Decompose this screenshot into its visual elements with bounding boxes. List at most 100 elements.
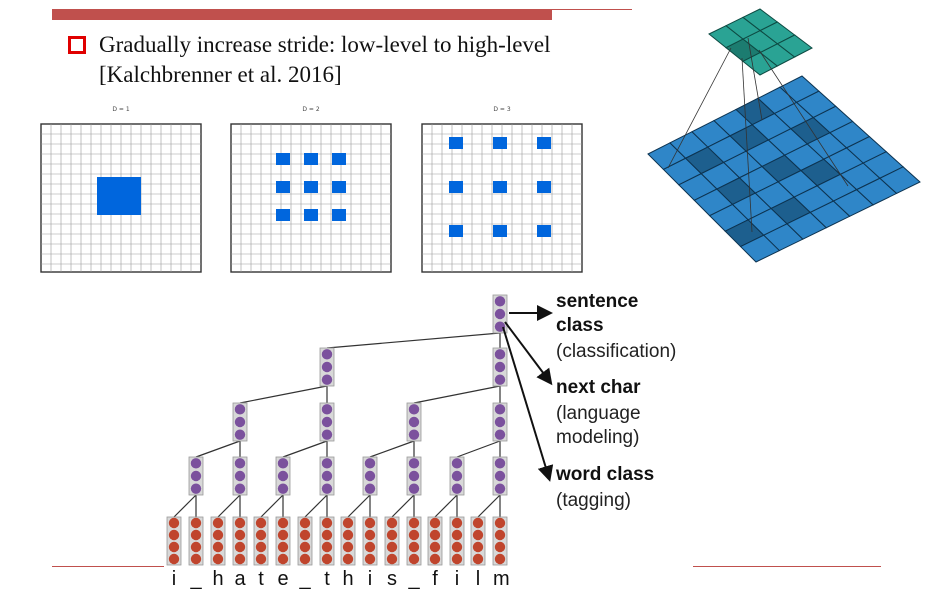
dilation-label: D = 2 bbox=[302, 106, 320, 113]
footer-line-left bbox=[52, 566, 164, 567]
neuron-dot bbox=[472, 529, 484, 541]
leaf-node-box bbox=[406, 516, 422, 566]
tree-edge bbox=[282, 440, 328, 458]
neuron-dot bbox=[451, 529, 463, 541]
tree-edge bbox=[239, 385, 328, 404]
kernel-tap bbox=[537, 181, 551, 193]
neuron-dot bbox=[321, 404, 333, 415]
neuron-dot bbox=[234, 470, 246, 482]
tree-edge bbox=[391, 494, 415, 518]
leaf-node-box bbox=[340, 516, 356, 566]
dilated-tree-diagram bbox=[166, 294, 554, 566]
input-char: l bbox=[475, 568, 481, 590]
neuron-dot bbox=[212, 553, 224, 565]
neuron-dot bbox=[408, 429, 420, 440]
neuron-dot bbox=[234, 429, 246, 440]
input-char: h bbox=[212, 568, 224, 590]
neuron-dot bbox=[386, 553, 398, 565]
neuron-dot bbox=[451, 458, 463, 469]
dilation-grid bbox=[40, 123, 202, 273]
kernel-tap bbox=[449, 225, 463, 237]
neuron-dot bbox=[277, 529, 289, 541]
neuron-dot bbox=[494, 517, 506, 529]
neuron-dot bbox=[321, 541, 333, 553]
neuron-dot bbox=[342, 517, 354, 529]
bullet-square-icon bbox=[68, 36, 86, 54]
leaf-node-box bbox=[470, 516, 486, 566]
neuron-dot bbox=[190, 541, 202, 553]
neuron-dot bbox=[429, 517, 441, 529]
neuron-dot bbox=[451, 483, 463, 494]
neuron-dot bbox=[190, 553, 202, 565]
bullet-citation: [Kalchbrenner et al. 2016] bbox=[99, 62, 342, 87]
neuron-dot bbox=[364, 541, 376, 553]
neuron-dot bbox=[364, 517, 376, 529]
neuron-dot bbox=[386, 529, 398, 541]
bullet-text: Gradually increase stride: low-level to … bbox=[99, 32, 551, 57]
output-sentence-sub: (classification) bbox=[556, 341, 677, 362]
neuron-dot bbox=[234, 483, 246, 494]
neuron-dot bbox=[408, 458, 420, 469]
neuron-dot bbox=[364, 553, 376, 565]
kernel-tap bbox=[332, 181, 346, 193]
input-char: a bbox=[234, 568, 246, 590]
neuron-dot bbox=[342, 541, 354, 553]
neuron-dot bbox=[299, 517, 311, 529]
neuron-dot bbox=[408, 553, 420, 565]
tree-edge bbox=[195, 440, 241, 458]
projection-line bbox=[667, 47, 732, 169]
neuron-dot bbox=[342, 529, 354, 541]
projection-line bbox=[741, 57, 753, 233]
neuron-dot bbox=[277, 517, 289, 529]
tree-edge bbox=[477, 494, 501, 518]
neuron-dot bbox=[364, 483, 376, 494]
neuron-dot bbox=[299, 553, 311, 565]
neuron-dot bbox=[451, 470, 463, 482]
neuron-dot bbox=[321, 483, 333, 494]
output-sentence-title-2: class bbox=[556, 315, 604, 336]
neuron-dot bbox=[408, 517, 420, 529]
neuron-dot bbox=[429, 553, 441, 565]
neuron-dot bbox=[494, 404, 506, 415]
kernel-tap bbox=[493, 137, 507, 149]
leaf-node-box bbox=[210, 516, 226, 566]
neuron-dot bbox=[494, 541, 506, 553]
neuron-dot bbox=[190, 517, 202, 529]
neuron-dot bbox=[408, 404, 420, 415]
neuron-dot bbox=[364, 529, 376, 541]
neuron-dot bbox=[494, 470, 506, 482]
tree-edge bbox=[434, 494, 458, 518]
neuron-dot bbox=[234, 416, 246, 428]
output-wordclass-sub: (tagging) bbox=[556, 490, 631, 511]
title-accent-bar bbox=[52, 9, 552, 20]
neuron-dot bbox=[321, 429, 333, 440]
output-nextchar-title: next char bbox=[556, 377, 641, 398]
neuron-dot bbox=[168, 541, 180, 553]
neuron-dot bbox=[321, 529, 333, 541]
kernel-tap bbox=[449, 181, 463, 193]
arrow-word-class bbox=[502, 326, 554, 482]
tree-edge bbox=[217, 494, 241, 518]
kernel-tap bbox=[332, 153, 346, 165]
input-char: _ bbox=[190, 568, 202, 590]
neuron-dot bbox=[408, 529, 420, 541]
input-char: t bbox=[258, 568, 264, 590]
neuron-dot bbox=[451, 553, 463, 565]
neuron-dot bbox=[234, 541, 246, 553]
neuron-dot bbox=[408, 541, 420, 553]
leaf-node-box bbox=[427, 516, 443, 566]
neuron-dot bbox=[190, 483, 202, 494]
neuron-dot bbox=[212, 517, 224, 529]
neuron-dot bbox=[494, 429, 506, 440]
dilation-panel-1: D = 1 bbox=[39, 106, 203, 274]
leaf-node-box bbox=[253, 516, 269, 566]
neuron-dot bbox=[321, 349, 333, 360]
output-nextchar-sub-2: modeling) bbox=[556, 427, 640, 448]
output-wordclass-title: word class bbox=[556, 464, 655, 485]
neuron-dot bbox=[190, 470, 202, 482]
neuron-dot bbox=[321, 458, 333, 469]
kernel-tap bbox=[276, 153, 290, 165]
neuron-dot bbox=[451, 517, 463, 529]
kernel-tap bbox=[493, 225, 507, 237]
title-accent-line bbox=[552, 9, 632, 10]
